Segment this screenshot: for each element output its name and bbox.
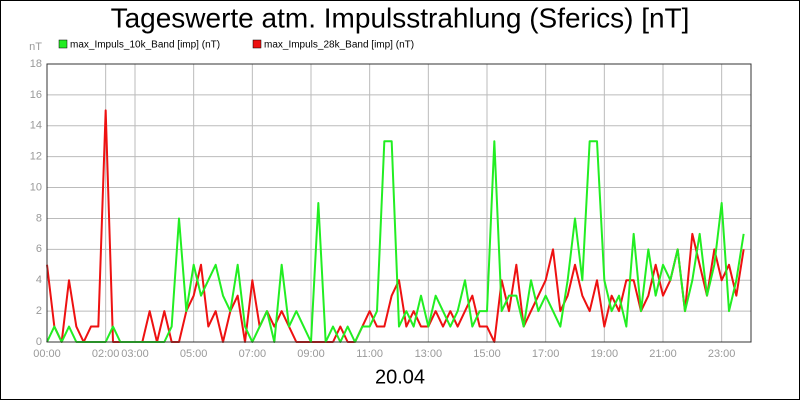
y-tick-label: 4 (36, 274, 42, 286)
plot-background (47, 64, 751, 342)
x-tick-label: 21:00 (649, 348, 677, 360)
x-tick-label: 05:00 (180, 348, 208, 360)
x-tick-label: 17:00 (532, 348, 560, 360)
plot-border (46, 63, 752, 343)
y-tick-label: 16 (30, 89, 42, 101)
y-tick-label: 6 (36, 243, 42, 255)
y-tick-label: 18 (30, 58, 42, 70)
x-tick-label: 19:00 (591, 348, 619, 360)
x-tick-label: 02:00 (92, 348, 120, 360)
y-tick-label: 14 (30, 120, 42, 132)
legend-label: max_Impuls_28k_Band [imp] (nT) (264, 40, 414, 51)
x-tick-label: 00:00 (33, 348, 61, 360)
y-tick-label: 8 (36, 212, 42, 224)
x-tick-label: 15:00 (473, 348, 501, 360)
y-tick-label: 0 (36, 336, 42, 348)
y-tick-label: 2 (36, 305, 42, 317)
x-tick-label: 23:00 (708, 348, 736, 360)
chart-title: Tageswerte atm. Impulsstrahlung (Sferics… (111, 2, 690, 33)
x-tick-label: 13:00 (415, 348, 443, 360)
y-unit: nT (29, 41, 42, 53)
series-line (46, 109, 745, 343)
x-axis-label: 20.04 (375, 366, 425, 388)
y-tick-label: 12 (30, 151, 42, 163)
legend-swatch (58, 39, 68, 49)
legend-label: max_Impuls_10k_Band [imp] (nT) (70, 40, 220, 51)
x-tick-label: 03:00 (121, 348, 149, 360)
x-tick-label: 07:00 (239, 348, 267, 360)
y-tick-label: 10 (30, 181, 42, 193)
x-tick-label: 09:00 (297, 348, 325, 360)
legend-swatch (252, 39, 262, 49)
x-tick-label: 11:00 (356, 348, 383, 360)
